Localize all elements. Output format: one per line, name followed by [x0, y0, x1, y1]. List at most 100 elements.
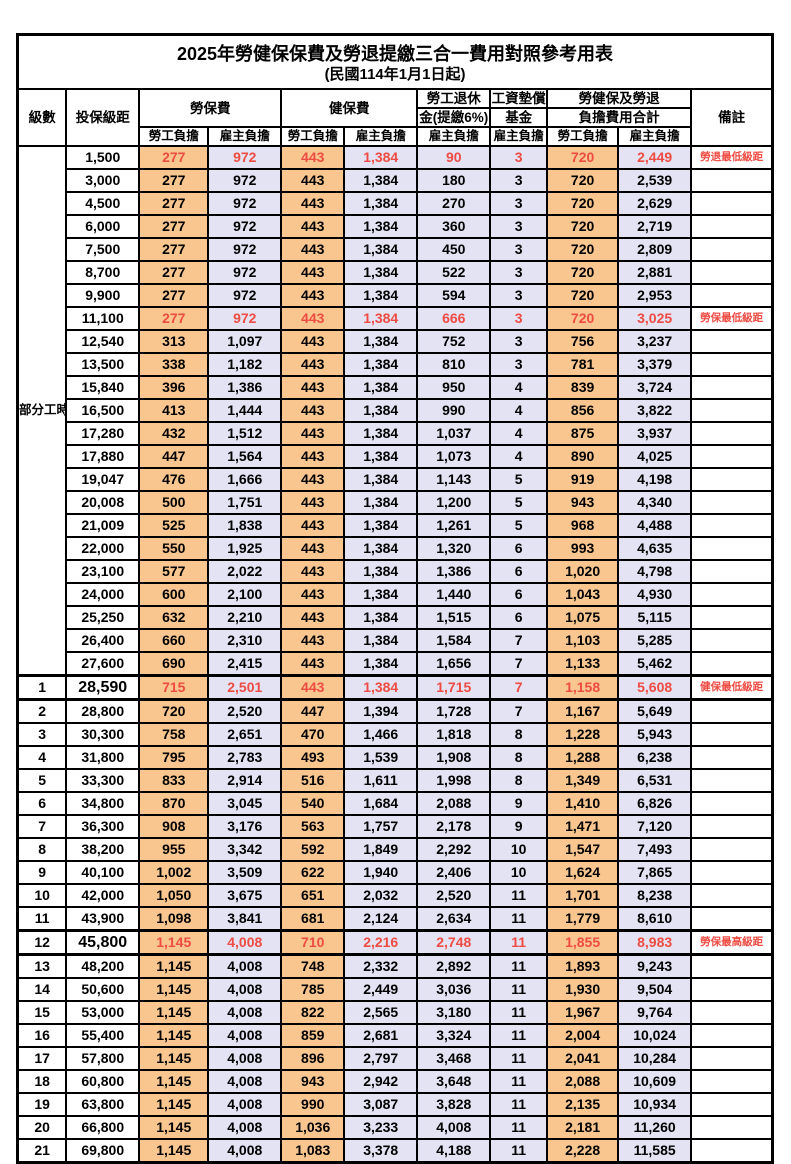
- total-employee-cell: 720: [546, 283, 620, 308]
- labor-employee-cell: 1,145: [138, 1115, 210, 1140]
- labor-employer-cell: 4,008: [207, 1023, 283, 1048]
- total-employer-cell: 5,943: [617, 722, 693, 747]
- total-employer-cell: 4,488: [617, 513, 693, 538]
- total-employee-cell: 720: [546, 237, 620, 262]
- health-employee-cell: 1,083: [280, 1138, 346, 1164]
- remark-cell: [690, 906, 774, 932]
- health-employee-cell: 443: [280, 490, 346, 515]
- health-employee-cell: 443: [280, 513, 346, 538]
- pension-employer-cell: 1,908: [416, 745, 492, 770]
- health-employer-cell: 1,384: [343, 145, 419, 170]
- labor-employer-cell: 3,176: [207, 814, 283, 839]
- remark-cell: [690, 698, 774, 724]
- total-employee-cell: 1,471: [546, 814, 620, 839]
- wage-fund-employer-cell: 3: [489, 145, 549, 170]
- remark-cell: [690, 860, 774, 885]
- labor-employer-cell: 1,386: [207, 375, 283, 400]
- total-employee-cell: 1,228: [546, 722, 620, 747]
- level-cell: 6: [16, 791, 68, 816]
- header-pension-line2: 金(提繳6%): [416, 107, 492, 128]
- health-employee-cell: 443: [280, 536, 346, 561]
- health-employer-cell: 1,384: [343, 260, 419, 285]
- health-employer-cell: 1,384: [343, 513, 419, 538]
- wage-fund-employer-cell: 4: [489, 421, 549, 446]
- pension-employer-cell: 3,036: [416, 977, 492, 1002]
- wage-fund-employer-cell: 9: [489, 814, 549, 839]
- total-employee-cell: 1,779: [546, 906, 620, 932]
- remark-cell: 勞保最高級距: [690, 929, 774, 956]
- health-employer-cell: 3,087: [343, 1092, 419, 1117]
- total-employee-cell: 1,547: [546, 837, 620, 862]
- total-employer-cell: 3,937: [617, 421, 693, 446]
- table-row: 8,700 277 972 443 1,384 522 3 720 2,881: [18, 260, 774, 285]
- health-employee-cell: 443: [280, 168, 346, 193]
- bracket-cell: 6,000: [65, 214, 141, 239]
- level-cell: 15: [16, 1000, 68, 1025]
- wage-fund-employer-cell: 7: [489, 674, 549, 701]
- bracket-cell: 63,800: [65, 1092, 141, 1117]
- total-employer-cell: 6,238: [617, 745, 693, 770]
- table-row: 3 30,300 758 2,651 470 1,466 1,818 8 1,228 5,943: [16, 722, 774, 747]
- labor-employer-cell: 1,666: [207, 467, 283, 492]
- wage-fund-employer-cell: 6: [489, 582, 549, 607]
- total-employer-cell: 4,025: [617, 444, 693, 469]
- wage-fund-employer-cell: 3: [489, 168, 549, 193]
- labor-employer-cell: 972: [207, 306, 283, 331]
- labor-employer-cell: 1,097: [207, 329, 283, 354]
- bracket-cell: 26,400: [65, 628, 141, 653]
- table-row: 12 45,800 1,145 4,008 710 2,216 2,748 11 1,855 8,…: [16, 929, 774, 956]
- level-cell: 20: [16, 1115, 68, 1140]
- level-cell: 12: [16, 929, 68, 956]
- health-employer-cell: 1,384: [343, 329, 419, 354]
- pension-employer-cell: 2,406: [416, 860, 492, 885]
- wage-fund-employer-cell: 11: [489, 953, 549, 979]
- bracket-cell: 57,800: [65, 1046, 141, 1071]
- header-remark: 備註: [690, 88, 774, 147]
- pension-employer-cell: 3,648: [416, 1069, 492, 1094]
- health-employer-cell: 1,384: [343, 605, 419, 630]
- premium-reference-table: 2025年勞健保保費及勞退提繳三合一費用對照參考用表 (民國114年1月1日起)…: [16, 33, 774, 1164]
- total-employer-cell: 2,449: [617, 145, 693, 170]
- labor-employer-cell: 1,182: [207, 352, 283, 377]
- labor-employer-cell: 2,501: [207, 674, 283, 701]
- total-employer-cell: 8,238: [617, 883, 693, 908]
- labor-employer-cell: 972: [207, 214, 283, 239]
- total-employer-cell: 6,826: [617, 791, 693, 816]
- labor-employee-cell: 396: [138, 375, 210, 400]
- health-employee-cell: 1,036: [280, 1115, 346, 1140]
- part-time-level-cell: 部分工時: [16, 145, 68, 677]
- bracket-cell: 21,009: [65, 513, 141, 538]
- total-employer-cell: 5,649: [617, 698, 693, 724]
- health-employer-cell: 1,384: [343, 536, 419, 561]
- remark-cell: [690, 444, 774, 469]
- remark-cell: [690, 1069, 774, 1094]
- health-employer-cell: 1,384: [343, 674, 419, 701]
- subheader-health-employer: 雇主負擔: [343, 126, 419, 147]
- labor-employer-cell: 2,310: [207, 628, 283, 653]
- labor-employee-cell: 1,145: [138, 953, 210, 979]
- labor-employer-cell: 4,008: [207, 953, 283, 979]
- remark-cell: [690, 1092, 774, 1117]
- total-employer-cell: 11,260: [617, 1115, 693, 1140]
- total-employee-cell: 1,167: [546, 698, 620, 724]
- table-row: 4,500 277 972 443 1,384 270 3 720 2,629: [18, 191, 774, 216]
- table-row: 5 33,300 833 2,914 516 1,611 1,998 8 1,349 6,531: [16, 768, 774, 793]
- pension-employer-cell: 2,520: [416, 883, 492, 908]
- bracket-cell: 34,800: [65, 791, 141, 816]
- health-employee-cell: 443: [280, 237, 346, 262]
- pension-employer-cell: 180: [416, 168, 492, 193]
- labor-employee-cell: 1,145: [138, 1092, 210, 1117]
- pension-employer-cell: 1,320: [416, 536, 492, 561]
- pension-employer-cell: 90: [416, 145, 492, 170]
- bracket-cell: 53,000: [65, 1000, 141, 1025]
- health-employer-cell: 2,565: [343, 1000, 419, 1025]
- table-row: 17,880 447 1,564 443 1,384 1,073 4 890 4,025: [18, 444, 774, 469]
- health-employee-cell: 516: [280, 768, 346, 793]
- labor-employer-cell: 972: [207, 168, 283, 193]
- total-employee-cell: 781: [546, 352, 620, 377]
- bracket-cell: 22,000: [65, 536, 141, 561]
- pension-employer-cell: 2,088: [416, 791, 492, 816]
- wage-fund-employer-cell: 11: [489, 977, 549, 1002]
- labor-employee-cell: 632: [138, 605, 210, 630]
- table-row: 4 31,800 795 2,783 493 1,539 1,908 8 1,288 6,238: [16, 745, 774, 770]
